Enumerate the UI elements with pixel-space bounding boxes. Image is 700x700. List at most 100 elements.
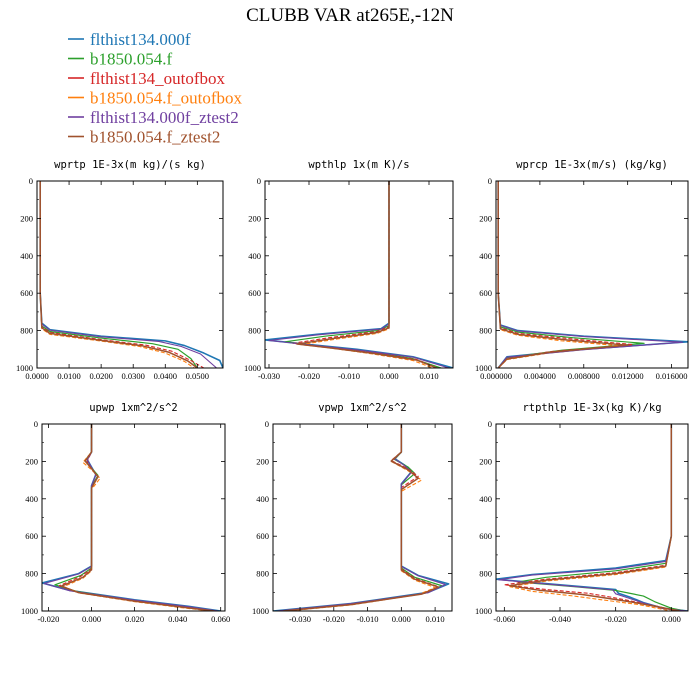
x-tick-label: 0.000: [82, 614, 101, 624]
series-line: [60, 424, 215, 611]
y-tick-label: 1000: [475, 363, 492, 373]
legend-entry: b1850.054.f_outofbox: [90, 89, 243, 108]
x-tick-label: -0.010: [338, 371, 360, 381]
y-tick-label: 400: [479, 494, 492, 504]
chart-panel: vpwp 1xm^2/s^2 0 200 400 600 800 1000 -0.030 -0.…: [252, 402, 453, 624]
series-group: [496, 424, 688, 611]
series-line: [279, 424, 443, 611]
series-line: [292, 181, 438, 368]
legend-entry: flthist134_outofbox: [90, 69, 226, 88]
y-tick-label: 0: [265, 419, 269, 429]
y-tick-label: 800: [25, 569, 38, 579]
x-tick-label: 0.0100: [57, 371, 80, 381]
y-tick-label: 400: [25, 494, 38, 504]
x-tick-label: 0.000: [379, 371, 398, 381]
y-tick-label: 0: [34, 419, 38, 429]
legend-entry: b1850.054.f: [90, 50, 173, 69]
legend: flthist134.000fb1850.054.fflthist134_out…: [68, 30, 243, 147]
y-tick-label: 1000: [21, 606, 38, 616]
series-group: [265, 181, 453, 368]
y-tick-label: 800: [479, 326, 492, 336]
x-tick-label: 0.0400: [154, 371, 177, 381]
y-tick-label: 800: [256, 569, 269, 579]
legend-entry: flthist134.000f_ztest2: [90, 108, 239, 127]
panel-title: wprtp 1E-3x(m kg)/(s kg): [54, 159, 206, 171]
x-tick-label: 0.060: [211, 614, 230, 624]
series-line: [39, 181, 198, 368]
x-tick-label: 0.000: [662, 614, 681, 624]
y-tick-label: 200: [248, 213, 261, 223]
figure-title: CLUBB VAR at265E,-12N: [246, 5, 454, 26]
series-line: [39, 181, 217, 368]
chart-panel: wprtp 1E-3x(m kg)/(s kg) 0 200 400 600 800 100…: [16, 159, 224, 381]
chart-panel: upwp 1xm^2/s^2 0 200 400 600 800 1000-0.020 0.0…: [21, 402, 230, 624]
y-tick-label: 600: [20, 288, 33, 298]
x-tick-label: 0.0500: [186, 371, 209, 381]
y-tick-label: 1000: [252, 606, 269, 616]
x-tick-label: -0.010: [357, 614, 379, 624]
series-line: [296, 181, 438, 368]
panel-title: rtpthlp 1E-3x(kg K)/kg: [522, 402, 661, 414]
x-tick-label: -0.020: [298, 371, 320, 381]
series-line: [283, 424, 440, 611]
series-line: [509, 424, 680, 611]
x-tick-label: -0.020: [605, 614, 627, 624]
x-tick-label: 0.020: [125, 614, 144, 624]
series-group: [39, 181, 223, 368]
series-line: [283, 424, 440, 611]
series-line: [62, 424, 213, 611]
y-tick-label: 600: [256, 531, 269, 541]
series-line: [286, 424, 436, 611]
series-group: [42, 424, 221, 611]
y-tick-label: 400: [256, 494, 269, 504]
x-tick-label: 0.000000: [480, 371, 512, 381]
series-line: [265, 181, 453, 368]
y-tick-label: 600: [479, 288, 492, 298]
chart-panels: wprtp 1E-3x(m kg)/(s kg) 0 200 400 600 800 100…: [16, 159, 689, 624]
chart-panel: wpthlp 1x(m K)/s 0 200 400 600 800 1000-0.030 -…: [244, 159, 454, 381]
x-tick-label: 0.004000: [524, 371, 556, 381]
series-line: [276, 424, 446, 611]
y-tick-label: 600: [248, 288, 261, 298]
x-tick-label: 0.012000: [612, 371, 644, 381]
x-tick-label: -0.020: [37, 614, 59, 624]
y-tick-label: 400: [20, 251, 33, 261]
plot-frame: [264, 180, 454, 369]
y-tick-label: 0: [257, 176, 261, 186]
series-line: [39, 181, 198, 368]
x-tick-label: 0.0300: [122, 371, 145, 381]
y-tick-label: 1000: [475, 606, 492, 616]
series-line: [497, 181, 688, 368]
y-tick-label: 1000: [16, 363, 33, 373]
panel-title: wpthlp 1x(m K)/s: [308, 159, 409, 171]
x-tick-label: 0.010: [426, 614, 445, 624]
x-tick-label: 0.008000: [568, 371, 600, 381]
y-tick-label: 0: [488, 419, 492, 429]
series-line: [497, 181, 629, 368]
x-tick-label: -0.020: [323, 614, 345, 624]
y-tick-label: 800: [479, 569, 492, 579]
x-tick-label: 0.000: [392, 614, 411, 624]
y-tick-label: 400: [248, 251, 261, 261]
series-line: [284, 181, 442, 368]
x-tick-label: 0.016000: [656, 371, 688, 381]
legend-entry: flthist134.000f: [90, 30, 191, 49]
series-line: [58, 424, 215, 611]
y-tick-label: 800: [20, 326, 33, 336]
y-tick-label: 0: [488, 176, 492, 186]
x-tick-label: -0.060: [493, 614, 515, 624]
y-tick-label: 200: [256, 456, 269, 466]
panel-title: vpwp 1xm^2/s^2: [318, 402, 407, 414]
y-tick-label: 800: [248, 326, 261, 336]
y-tick-label: 600: [25, 531, 38, 541]
y-tick-label: 600: [479, 531, 492, 541]
series-line: [498, 424, 688, 611]
y-tick-label: 0: [29, 176, 33, 186]
chart-panel: rtpthlp 1E-3x(kg K)/kg02004006008001000-…: [475, 402, 689, 624]
panel-title: wprcp 1E-3x(m/s) (kg/kg): [516, 159, 668, 171]
series-group: [497, 181, 688, 368]
x-tick-label: 0.0000: [25, 371, 48, 381]
y-tick-label: 200: [25, 456, 38, 466]
panel-title: upwp 1xm^2/s^2: [89, 402, 178, 414]
